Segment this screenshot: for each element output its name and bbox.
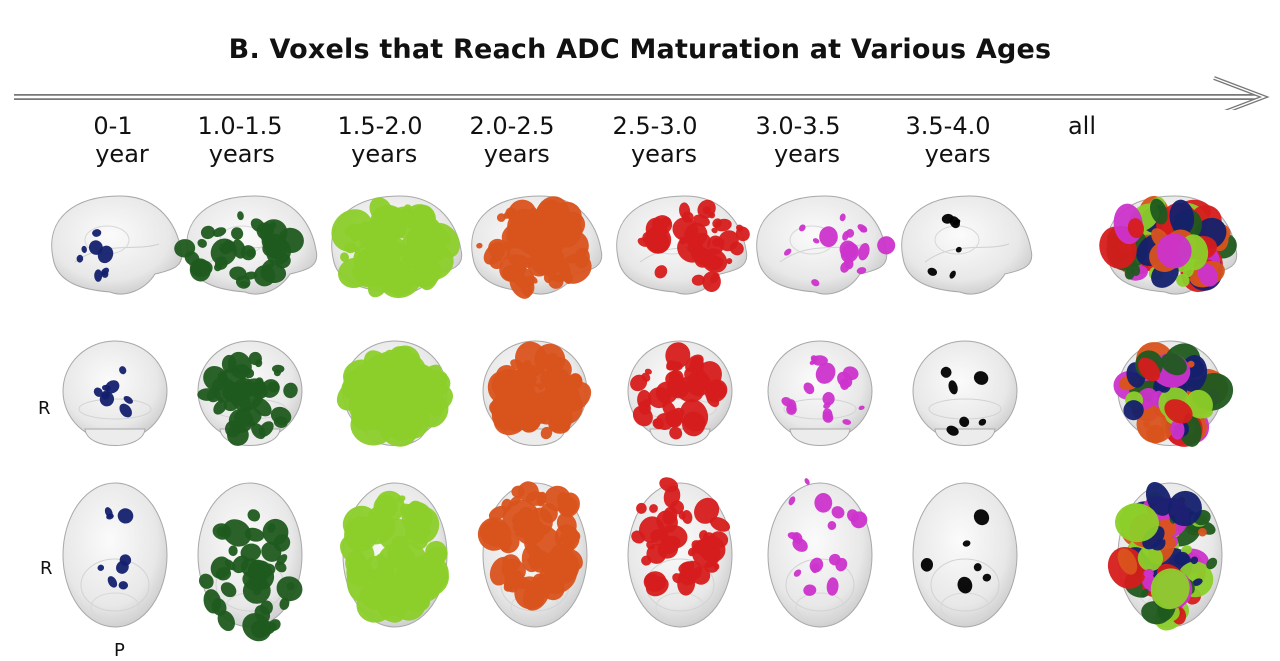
age-label-4: 2.5-3.0 years bbox=[585, 112, 725, 168]
maturation-voxels bbox=[197, 351, 298, 446]
age-label-range: 0-1 bbox=[93, 112, 133, 140]
age-label-3: 2.0-2.5 years bbox=[442, 112, 582, 168]
maturation-voxels bbox=[198, 509, 303, 642]
maturation-voxels bbox=[97, 507, 134, 590]
maturation-voxels bbox=[336, 345, 454, 447]
age-label-unit: year bbox=[95, 140, 149, 168]
maturation-voxels bbox=[787, 478, 868, 596]
maturation-voxels bbox=[76, 229, 114, 282]
row-label-right-axial: R bbox=[40, 558, 53, 579]
age-label-unit: years bbox=[924, 140, 991, 168]
maturation-voxels bbox=[781, 355, 865, 425]
maturation-voxels bbox=[477, 481, 583, 611]
age-label-unit: years bbox=[773, 140, 841, 168]
maturation-voxels bbox=[940, 366, 989, 436]
maturation-voxels bbox=[1113, 342, 1234, 447]
age-label-0: 0-1 year bbox=[43, 112, 183, 168]
brain-outline bbox=[912, 482, 1018, 628]
age-label-unit: years bbox=[351, 140, 418, 168]
brain-outline bbox=[912, 340, 1018, 446]
maturation-voxels bbox=[1107, 481, 1218, 631]
age-label-unit: years bbox=[483, 140, 550, 168]
age-label-range: 3.5-4.0 bbox=[905, 112, 991, 140]
brain-outline bbox=[62, 340, 168, 446]
age-label-range: all bbox=[1067, 112, 1097, 140]
age-label-6: 3.5-4.0 years bbox=[878, 112, 1018, 168]
brain-outline bbox=[62, 482, 168, 628]
age-axis-arrow bbox=[14, 76, 1270, 110]
maturation-voxels bbox=[920, 509, 992, 594]
age-label-range: 3.0-3.5 bbox=[755, 112, 841, 140]
maturation-voxels bbox=[93, 366, 133, 418]
maturation-voxels bbox=[487, 341, 592, 440]
maturation-voxels bbox=[1099, 195, 1237, 292]
row-label-right-coronal: R bbox=[38, 398, 51, 419]
row-label-posterior: P bbox=[114, 640, 125, 661]
age-label-range: 2.0-2.5 bbox=[469, 112, 555, 140]
maturation-voxels bbox=[476, 196, 592, 299]
maturation-voxels bbox=[927, 213, 962, 279]
brain-outline bbox=[901, 195, 1033, 295]
maturation-voxels bbox=[784, 213, 896, 287]
age-label-range: 1.0-1.5 bbox=[197, 112, 283, 140]
age-label-7: all bbox=[1012, 112, 1152, 140]
age-label-range: 2.5-3.0 bbox=[612, 112, 698, 140]
maturation-voxels bbox=[631, 477, 731, 597]
maturation-voxels bbox=[339, 490, 449, 623]
maturation-voxels bbox=[174, 211, 304, 289]
age-label-1: 1.0-1.5 years bbox=[170, 112, 310, 168]
brain-outline bbox=[51, 195, 183, 295]
age-label-5: 3.0-3.5 years bbox=[728, 112, 868, 168]
age-label-range: 1.5-2.0 bbox=[337, 112, 423, 140]
figure-title: B. Voxels that Reach ADC Maturation at V… bbox=[228, 34, 1052, 65]
maturation-voxels bbox=[637, 199, 750, 292]
age-label-unit: years bbox=[208, 140, 275, 168]
maturation-voxels bbox=[331, 197, 460, 299]
age-label-2: 1.5-2.0 years bbox=[310, 112, 450, 168]
maturation-voxels bbox=[630, 342, 728, 440]
age-label-unit: years bbox=[630, 140, 698, 168]
brain-outline bbox=[767, 340, 873, 446]
